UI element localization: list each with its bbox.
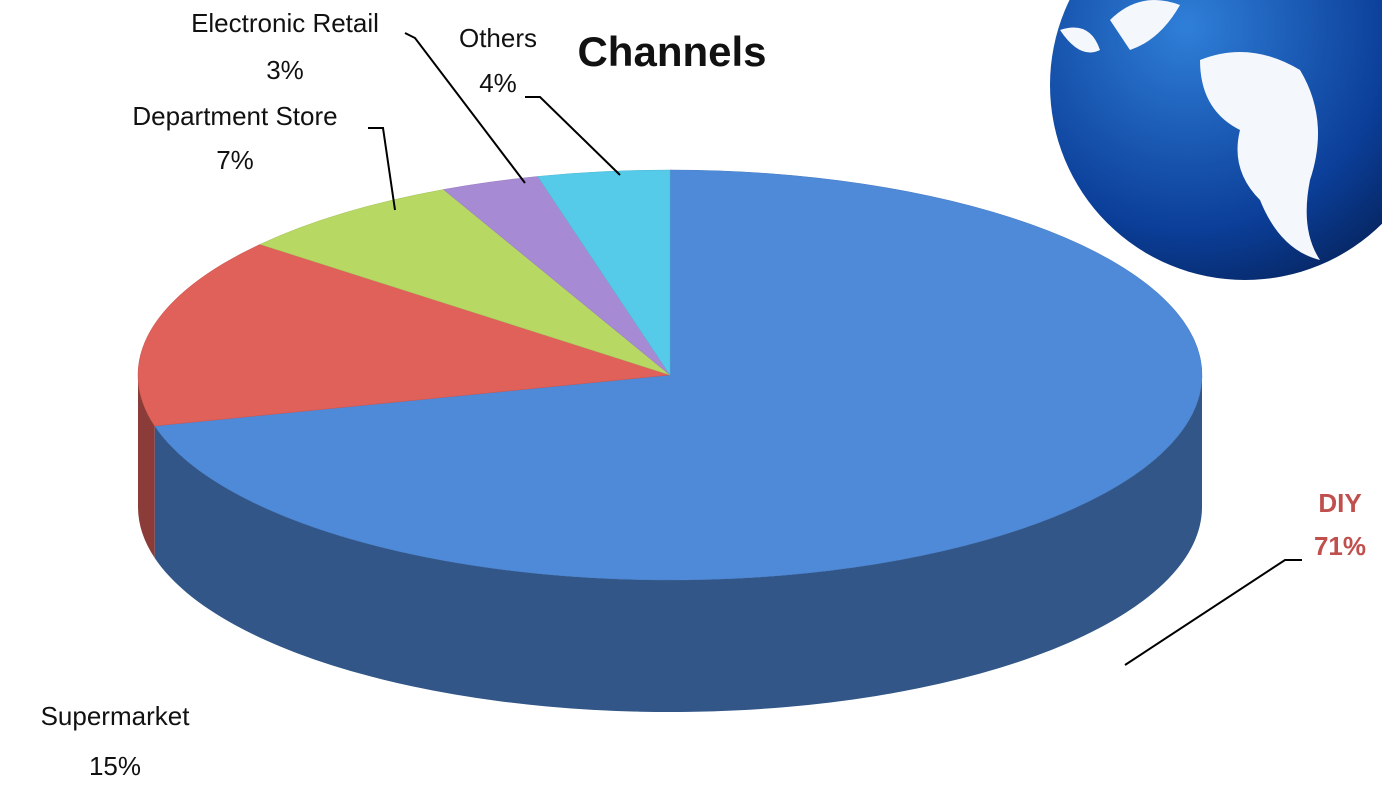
value-label: 4% bbox=[479, 68, 517, 98]
value-label: 7% bbox=[216, 145, 254, 175]
leader-line bbox=[404, 32, 526, 184]
globe-decoration bbox=[1050, 0, 1382, 280]
leader-line bbox=[1124, 559, 1302, 666]
slice bbox=[259, 189, 671, 376]
category-label: Department Store bbox=[132, 101, 337, 131]
slice bbox=[137, 244, 671, 427]
slice-side bbox=[138, 375, 155, 558]
value-label: 15% bbox=[89, 751, 141, 781]
slice bbox=[537, 169, 671, 376]
value-label: 71% bbox=[1314, 531, 1366, 561]
chart-title: Channels bbox=[577, 28, 766, 75]
leader-line bbox=[525, 96, 621, 176]
category-label: DIY bbox=[1318, 488, 1361, 518]
slice bbox=[154, 169, 1203, 581]
leader-line bbox=[368, 127, 396, 211]
category-label: Electronic Retail bbox=[191, 8, 379, 38]
value-label: 3% bbox=[266, 55, 304, 85]
pie bbox=[137, 169, 1203, 712]
slice-side bbox=[154, 375, 1203, 712]
category-label: Others bbox=[459, 23, 537, 53]
category-label: Supermarket bbox=[41, 701, 191, 731]
